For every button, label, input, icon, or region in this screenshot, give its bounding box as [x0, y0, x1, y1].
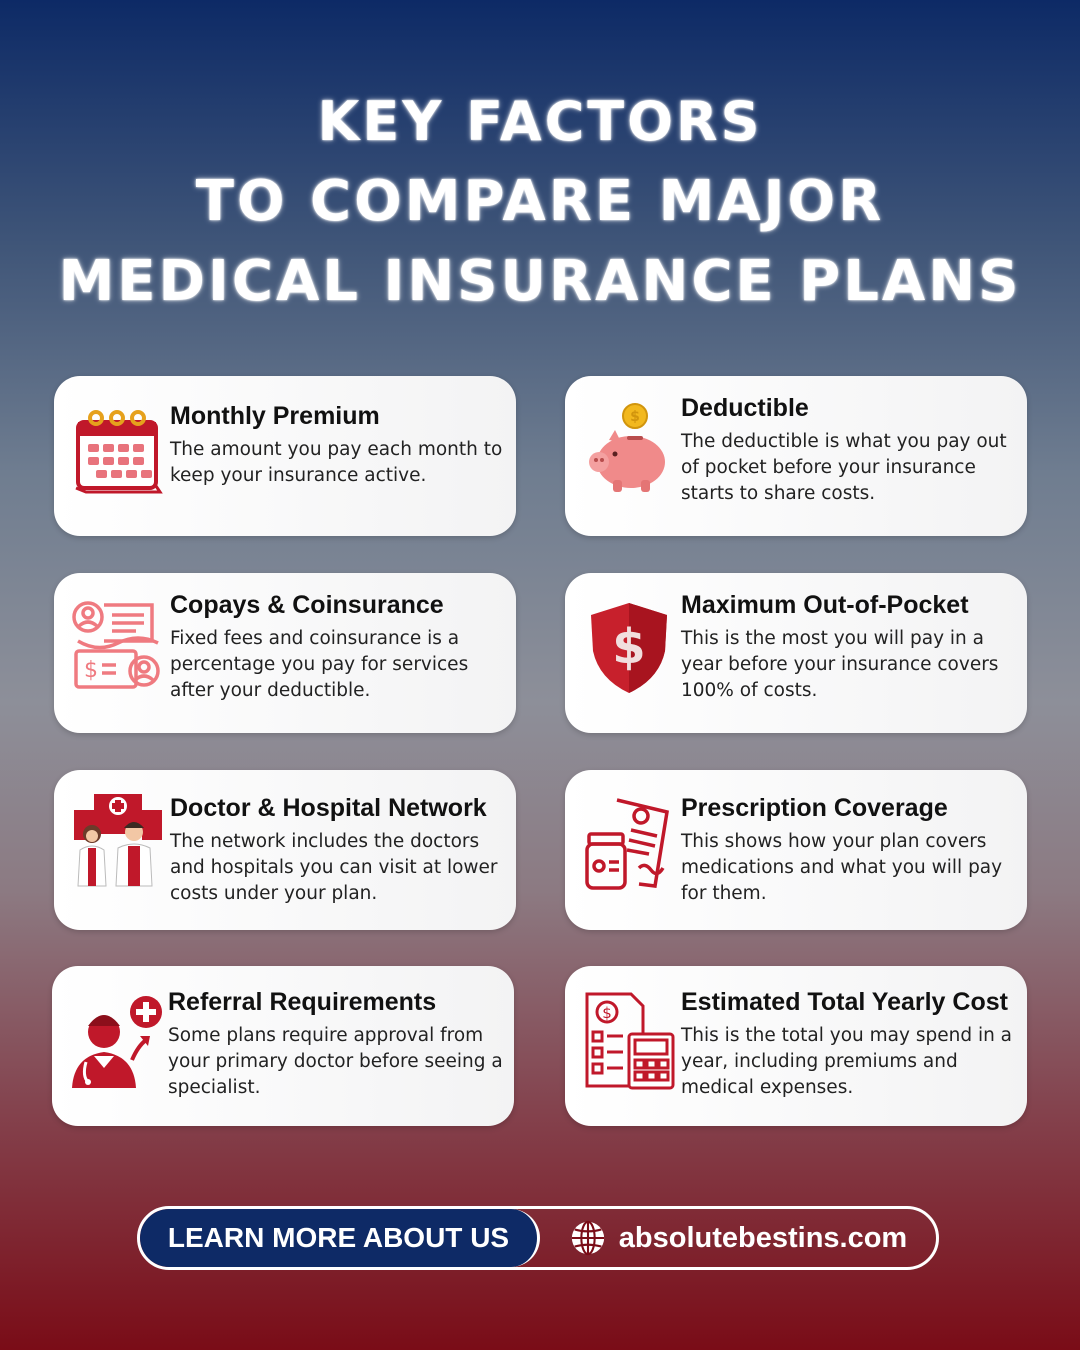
invoice-icon: $	[72, 601, 160, 689]
card-deductible: $ Deductible The deductible is what you …	[565, 376, 1027, 536]
card-description: The network includes the doctors and hos…	[170, 831, 498, 904]
card-description: This is the total you may spend in a yea…	[681, 1025, 1013, 1098]
globe-icon	[571, 1220, 604, 1256]
card-prescription-coverage: Prescription Coverage This shows how you…	[565, 770, 1027, 930]
calendar-icon	[75, 410, 163, 494]
card-description: Some plans require approval from your pr…	[168, 1025, 503, 1098]
svg-text:$: $	[84, 658, 98, 683]
card-max-out-of-pocket: $ Maximum Out-of-Pocket This is the most…	[565, 573, 1027, 733]
card-title: Prescription Coverage	[681, 794, 948, 822]
cta-bar: LEARN MORE ABOUT US absolutebestins.com	[137, 1206, 939, 1270]
website-url: absolutebestins.com	[618, 1221, 908, 1254]
card-description: The deductible is what you pay out of po…	[681, 431, 1007, 504]
card-title: Copays & Coinsurance	[170, 591, 444, 619]
website-link[interactable]: absolutebestins.com	[540, 1209, 936, 1267]
title-line-3: MEDICAL INSURANCE PLANS	[58, 249, 1022, 314]
piggy-bank-icon: $	[589, 403, 665, 492]
card-description: Fixed fees and coinsurance is a percenta…	[170, 628, 469, 701]
calculator-icon: $	[585, 992, 675, 1090]
card-description: This shows how your plan covers medicati…	[681, 831, 1003, 904]
card-title: Doctor & Hospital Network	[170, 794, 487, 822]
page-title: KEY FACTORS TO COMPARE MAJOR MEDICAL INS…	[0, 82, 1080, 322]
card-description: This is the most you will pay in a year …	[681, 628, 999, 701]
doctor-referral-icon	[72, 996, 162, 1088]
card-estimated-total-yearly-cost: $ Estimated Total Yearly Cost This is th…	[565, 966, 1027, 1126]
card-title: Maximum Out-of-Pocket	[681, 591, 969, 619]
svg-text:$: $	[612, 619, 645, 675]
svg-text:$: $	[602, 1004, 612, 1022]
card-copays-coinsurance: $ Copays & Coinsurance Fixed fees and co…	[54, 573, 516, 733]
card-title: Monthly Premium	[170, 402, 380, 430]
card-title: Deductible	[681, 394, 809, 422]
card-title: Estimated Total Yearly Cost	[681, 988, 1008, 1016]
learn-more-button[interactable]: LEARN MORE ABOUT US	[140, 1209, 540, 1267]
doctors-hospital-icon	[74, 794, 162, 887]
card-title: Referral Requirements	[168, 988, 437, 1016]
card-description: The amount you pay each month to keep yo…	[170, 439, 503, 486]
card-referral-requirements: Referral Requirements Some plans require…	[52, 966, 514, 1126]
title-line-1: KEY FACTORS	[317, 90, 763, 153]
dollar-shield-icon: $	[591, 603, 667, 693]
svg-text:$: $	[630, 409, 640, 425]
card-doctor-hospital-network: Doctor & Hospital Network The network in…	[54, 770, 516, 930]
prescription-icon	[585, 798, 669, 890]
card-monthly-premium: Monthly Premium The amount you pay each …	[54, 376, 516, 536]
title-line-2: TO COMPARE MAJOR	[195, 169, 885, 234]
